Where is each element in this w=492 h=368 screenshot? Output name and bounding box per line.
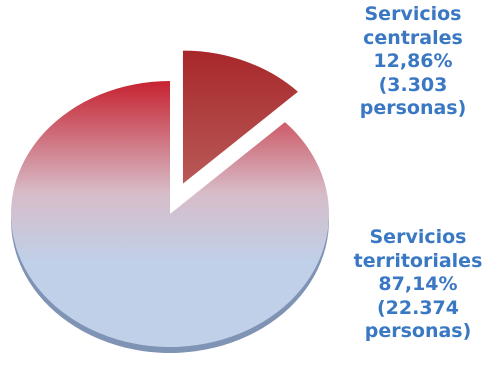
label-line: 87,14% bbox=[378, 273, 458, 295]
pie-slice-1 bbox=[10, 80, 329, 347]
pie-slice-0 bbox=[182, 50, 298, 184]
label-line: Servicios bbox=[369, 226, 467, 248]
label-line: (3.303 bbox=[378, 73, 448, 96]
slice-label-servicios-centrales: Servicios centrales 12,86% (3.303 person… bbox=[348, 3, 478, 121]
slice-label-servicios-territoriales: Servicios territoriales 87,14% (22.374 p… bbox=[352, 226, 484, 344]
label-line: Servicios bbox=[364, 3, 462, 25]
label-line: personas) bbox=[364, 320, 472, 342]
label-line: 12,86% bbox=[373, 50, 453, 72]
label-line: territoriales bbox=[353, 249, 483, 272]
label-line: centrales bbox=[363, 26, 463, 49]
label-line: personas) bbox=[359, 97, 467, 119]
label-line: (22.374 bbox=[376, 296, 459, 319]
